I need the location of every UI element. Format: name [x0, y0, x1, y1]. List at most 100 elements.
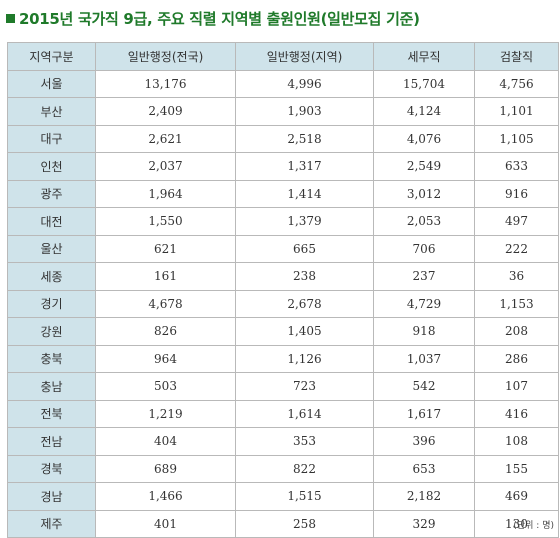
region-cell: 충북 — [7, 344, 96, 373]
table-row: 충남 503 723 542 107 — [7, 372, 559, 401]
table-row: 전북 1,219 1,614 1,617 416 — [7, 399, 559, 428]
value-cell: 286 — [474, 344, 559, 373]
value-cell: 329 — [373, 509, 475, 538]
value-cell: 1,414 — [235, 179, 374, 208]
table-row: 제주 401 258 329 130 — [7, 509, 559, 538]
value-cell: 222 — [474, 234, 559, 263]
value-cell: 1,379 — [235, 207, 374, 236]
table-header-row: 지역구분 일반행정(전국) 일반행정(지역) 세무직 검찰직 — [7, 42, 559, 71]
value-cell: 2,182 — [373, 482, 475, 511]
table-row: 대구 2,621 2,518 4,076 1,105 — [7, 124, 559, 153]
value-cell: 1,101 — [474, 97, 559, 126]
value-cell: 258 — [235, 509, 374, 538]
column-header: 일반행정(지역) — [235, 42, 374, 71]
value-cell: 396 — [373, 427, 475, 456]
value-cell: 653 — [373, 454, 475, 483]
value-cell: 237 — [373, 262, 475, 291]
value-cell: 4,076 — [373, 124, 475, 153]
column-header: 지역구분 — [7, 42, 96, 71]
column-header: 일반행정(전국) — [95, 42, 236, 71]
value-cell: 401 — [95, 509, 236, 538]
table-row: 울산 621 665 706 222 — [7, 234, 559, 263]
region-cell: 경남 — [7, 482, 96, 511]
table-row: 서울 13,176 4,996 15,704 4,756 — [7, 69, 559, 98]
applicants-table: 지역구분 일반행정(전국) 일반행정(지역) 세무직 검찰직 서울 13,176 4,996… — [7, 42, 559, 538]
value-cell: 2,621 — [95, 124, 236, 153]
value-cell: 1,105 — [474, 124, 559, 153]
table-row: 대전 1,550 1,379 2,053 497 — [7, 207, 559, 236]
value-cell: 2,037 — [95, 152, 236, 181]
value-cell: 665 — [235, 234, 374, 263]
value-cell: 4,729 — [373, 289, 475, 318]
column-header: 검찰직 — [474, 42, 559, 71]
value-cell: 1,466 — [95, 482, 236, 511]
table-row: 강원 826 1,405 918 208 — [7, 317, 559, 346]
column-header: 세무직 — [373, 42, 475, 71]
region-cell: 대전 — [7, 207, 96, 236]
table-row: 세종 161 238 237 36 — [7, 262, 559, 291]
table-row: 충북 964 1,126 1,037 286 — [7, 344, 559, 373]
region-cell: 대구 — [7, 124, 96, 153]
value-cell: 689 — [95, 454, 236, 483]
value-cell: 13,176 — [95, 69, 236, 98]
region-cell: 세종 — [7, 262, 96, 291]
value-cell: 916 — [474, 179, 559, 208]
region-cell: 광주 — [7, 179, 96, 208]
value-cell: 108 — [474, 427, 559, 456]
title-text: 2015년 국가직 9급, 주요 직렬 지역별 출원인원(일반모집 기준) — [19, 9, 420, 28]
value-cell: 130 — [474, 509, 559, 538]
value-cell: 1,903 — [235, 97, 374, 126]
table-row: 경북 689 822 653 155 — [7, 454, 559, 483]
value-cell: 1,317 — [235, 152, 374, 181]
value-cell: 155 — [474, 454, 559, 483]
value-cell: 353 — [235, 427, 374, 456]
value-cell: 208 — [474, 317, 559, 346]
value-cell: 1,219 — [95, 399, 236, 428]
value-cell: 161 — [95, 262, 236, 291]
value-cell: 918 — [373, 317, 475, 346]
value-cell: 1,617 — [373, 399, 475, 428]
value-cell: 2,053 — [373, 207, 475, 236]
value-cell: 542 — [373, 372, 475, 401]
table-row: 인천 2,037 1,317 2,549 633 — [7, 152, 559, 181]
region-cell: 제주 — [7, 509, 96, 538]
region-cell: 강원 — [7, 317, 96, 346]
value-cell: 416 — [474, 399, 559, 428]
value-cell: 723 — [235, 372, 374, 401]
value-cell: 238 — [235, 262, 374, 291]
table-row: 전남 404 353 396 108 — [7, 427, 559, 456]
value-cell: 826 — [95, 317, 236, 346]
value-cell: 4,996 — [235, 69, 374, 98]
value-cell: 1,964 — [95, 179, 236, 208]
region-cell: 경기 — [7, 289, 96, 318]
value-cell: 2,518 — [235, 124, 374, 153]
value-cell: 964 — [95, 344, 236, 373]
value-cell: 469 — [474, 482, 559, 511]
value-cell: 4,124 — [373, 97, 475, 126]
value-cell: 4,678 — [95, 289, 236, 318]
value-cell: 1,614 — [235, 399, 374, 428]
value-cell: 2,678 — [235, 289, 374, 318]
value-cell: 15,704 — [373, 69, 475, 98]
table-row: 부산 2,409 1,903 4,124 1,101 — [7, 97, 559, 126]
table-row: 광주 1,964 1,414 3,012 916 — [7, 179, 559, 208]
value-cell: 4,756 — [474, 69, 559, 98]
region-cell: 충남 — [7, 372, 96, 401]
page-title: 2015년 국가직 9급, 주요 직렬 지역별 출원인원(일반모집 기준) — [6, 5, 420, 31]
value-cell: 1,550 — [95, 207, 236, 236]
value-cell: 3,012 — [373, 179, 475, 208]
value-cell: 1,515 — [235, 482, 374, 511]
value-cell: 822 — [235, 454, 374, 483]
value-cell: 633 — [474, 152, 559, 181]
value-cell: 621 — [95, 234, 236, 263]
value-cell: 36 — [474, 262, 559, 291]
table-body: 서울 13,176 4,996 15,704 4,756 부산 2,409 1,903 4,12… — [7, 69, 559, 538]
value-cell: 503 — [95, 372, 236, 401]
value-cell: 1,126 — [235, 344, 374, 373]
region-cell: 인천 — [7, 152, 96, 181]
region-cell: 전북 — [7, 399, 96, 428]
table-row: 경기 4,678 2,678 4,729 1,153 — [7, 289, 559, 318]
value-cell: 1,405 — [235, 317, 374, 346]
value-cell: 1,153 — [474, 289, 559, 318]
value-cell: 107 — [474, 372, 559, 401]
